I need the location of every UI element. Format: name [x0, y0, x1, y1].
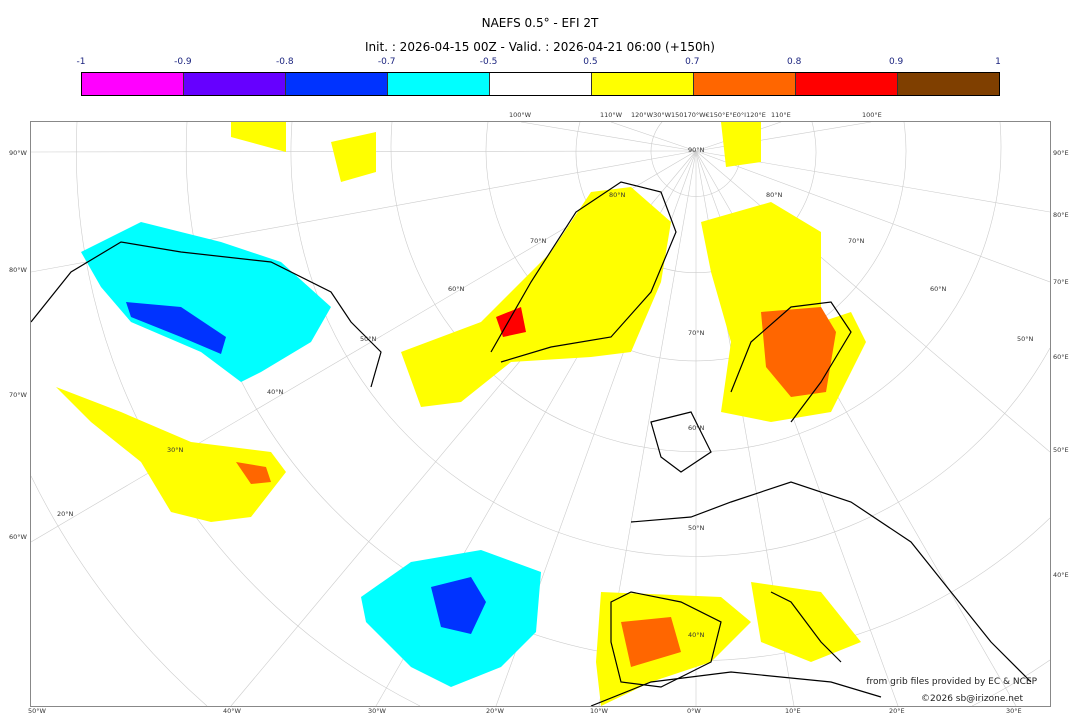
- latitude-label: 70°N: [848, 237, 865, 245]
- colorbar-swatch: [694, 73, 796, 95]
- axis-label-bottom: 30°E: [1006, 707, 1022, 715]
- orange-area-scandinavia: [761, 307, 836, 397]
- efi-field: [56, 122, 866, 706]
- latitude-label: 60°N: [930, 285, 947, 293]
- colorbar-swatch: [286, 73, 388, 95]
- latitude-label: 40°N: [688, 631, 705, 639]
- blue-area-canada: [126, 302, 226, 354]
- colorbar-swatch: [796, 73, 898, 95]
- graticule: [31, 122, 1050, 706]
- axis-label-right: 90°E: [1053, 149, 1069, 157]
- latitude-label: 70°N: [530, 237, 547, 245]
- latitude-label: 50°N: [688, 524, 705, 532]
- axis-label-left: 70°W: [9, 391, 27, 399]
- latitude-label: 90°N: [688, 146, 705, 154]
- axis-label-bottom: 30°W: [368, 707, 386, 715]
- latitude-label: 50°N: [360, 335, 377, 343]
- latitude-label: 20°N: [57, 510, 74, 518]
- source-credit: from grib files provided by EC & NCEP: [866, 677, 1037, 687]
- colorbar-tick-label: 0.8: [787, 57, 802, 67]
- latitude-circle: [31, 475, 208, 706]
- coastlines: [31, 181, 1032, 706]
- colorbar-swatch: [490, 73, 592, 95]
- blue-area-azores: [431, 577, 486, 634]
- colorbar-swatch: [592, 73, 694, 95]
- colorbar-swatch: [388, 73, 490, 95]
- axis-label-right: 40°E: [1053, 571, 1069, 579]
- axis-label-bottom: 50°W: [28, 707, 46, 715]
- yellow-area-atlantic: [56, 387, 286, 522]
- colorbar-tick-label: 0.9: [888, 57, 904, 67]
- axis-label-bottom: 20°W: [486, 707, 504, 715]
- axis-label-bottom: 40°W: [223, 707, 241, 715]
- latitude-label: 70°N: [688, 329, 705, 337]
- colorbar-tick-label: -0.8: [275, 57, 294, 67]
- colorbar-tick-label: 0.5: [583, 57, 598, 67]
- yellow-area-north: [231, 122, 761, 182]
- axis-label-bottom: 10°E: [785, 707, 801, 715]
- copyright: ©2026 sb@irizone.net: [921, 694, 1023, 704]
- axis-label-top: 110°W: [600, 111, 623, 119]
- map-canvas: [31, 122, 1050, 706]
- axis-label-right: 80°E: [1053, 211, 1069, 219]
- colorbar-tick-label: -0.5: [479, 57, 498, 67]
- axis-label-top: 120°W30°W150170°W€150°E°E0°I120°E: [631, 111, 766, 119]
- latitude-label: 50°N: [1017, 335, 1034, 343]
- axis-label-right: 50°E: [1053, 446, 1069, 454]
- colorbar-swatch: [82, 73, 184, 95]
- latitude-label: 80°N: [609, 191, 626, 199]
- latitude-circle: [76, 122, 1050, 706]
- colorbar-swatch: [898, 73, 999, 95]
- colorbar-tick-label: -0.9: [174, 57, 192, 67]
- axis-label-left: 90°W: [9, 149, 27, 157]
- axis-label-top: 100°W: [509, 111, 532, 119]
- latitude-label: 60°N: [448, 285, 465, 293]
- axis-label-left: 80°W: [9, 266, 27, 274]
- colorbar-tick-label: -1: [76, 57, 86, 67]
- axis-label-top: 100°E: [862, 111, 882, 119]
- orange-area-atlantic: [236, 462, 271, 484]
- latitude-label: 80°N: [766, 191, 783, 199]
- axis-label-top: 110°E: [771, 111, 791, 119]
- orange-area-iberia: [621, 617, 681, 667]
- latitude-label: 60°N: [688, 424, 705, 432]
- map-subtitle: Init. : 2026-04-15 00Z - Valid. : 2026-0…: [365, 40, 715, 54]
- latitude-label: 30°N: [167, 446, 184, 454]
- colorbar-tick-label: 1: [995, 57, 1001, 67]
- yellow-area-greenland: [401, 187, 671, 407]
- axis-label-bottom: 20°E: [889, 707, 905, 715]
- latitude-circle: [290, 122, 1050, 557]
- colorbar-swatch: [184, 73, 286, 95]
- latitude-label: 40°N: [267, 388, 284, 396]
- map-area: [30, 121, 1051, 707]
- colorbar-tick-label: -0.7: [377, 57, 396, 67]
- cyan-area-canada: [81, 222, 331, 382]
- axis-label-left: 60°W: [9, 533, 27, 541]
- map-title: NAEFS 0.5° - EFI 2T: [481, 16, 599, 30]
- axis-label-right: 60°E: [1053, 353, 1069, 361]
- colorbar: [81, 72, 1000, 96]
- axis-label-right: 70°E: [1053, 278, 1069, 286]
- axis-label-bottom: 10°W: [590, 707, 608, 715]
- axis-label-bottom: 0°W: [687, 707, 701, 715]
- colorbar-tick-label: 0.7: [685, 57, 700, 67]
